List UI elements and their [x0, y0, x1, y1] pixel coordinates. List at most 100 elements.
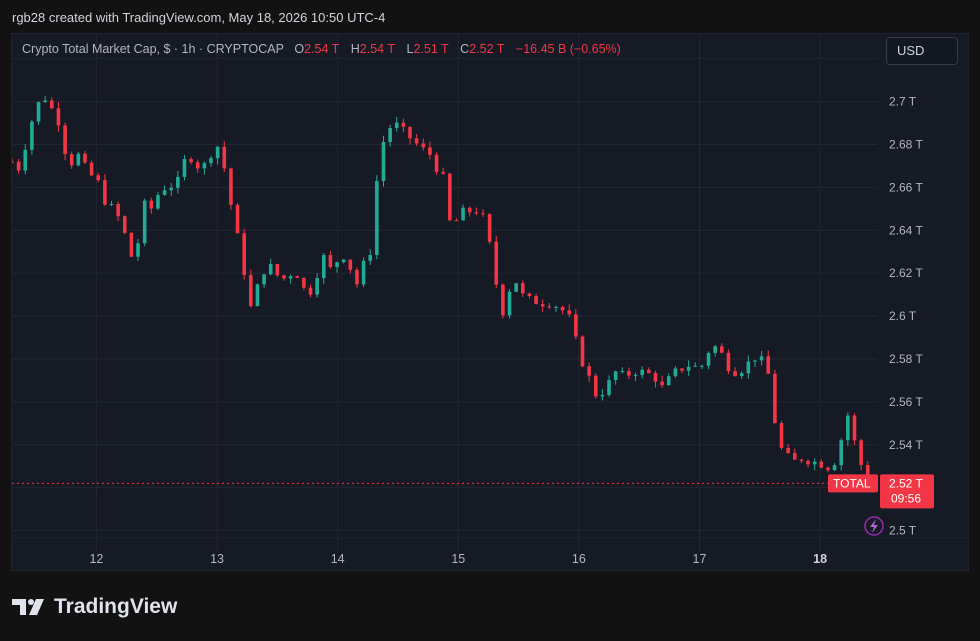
candle-body — [136, 243, 140, 257]
y-tick-label: 2.58 T — [889, 352, 923, 366]
candle-body — [593, 375, 598, 397]
candle-body — [826, 467, 830, 471]
candle-body — [182, 158, 187, 177]
candle-body — [202, 163, 207, 169]
chart-panel[interactable]: 2.5 T 2.52 T 2.54 T 2.56 T 2.58 T 2.6 T 2.62 T… — [11, 33, 969, 571]
candle-body — [640, 369, 645, 376]
candle-body — [792, 453, 797, 460]
x-tick-label: 13 — [210, 552, 224, 566]
candle-body — [103, 180, 107, 205]
candle-body — [315, 278, 319, 295]
candle-body — [162, 190, 167, 195]
candle-body — [852, 415, 857, 441]
candle-body — [355, 269, 359, 285]
candle-body — [806, 460, 810, 465]
candle-body — [341, 259, 346, 263]
candle-body — [242, 233, 246, 276]
y-tick-label: 2.56 T — [889, 395, 923, 409]
x-tick-label: 18 — [813, 552, 827, 566]
candle-body — [348, 259, 353, 270]
candle-body — [295, 276, 300, 278]
candle-body — [169, 187, 174, 191]
symbol-title: Crypto Total Market Cap, $ · 1h · CRYPTO… — [22, 42, 284, 56]
candle-body — [799, 459, 804, 461]
change-value: −16.45 B (−0.65%) — [515, 42, 621, 56]
candle-body — [388, 128, 392, 142]
candle-body — [494, 241, 499, 285]
chart-legend: Crypto Total Market Cap, $ · 1h · CRYPTO… — [22, 42, 621, 56]
candle-body — [633, 375, 638, 377]
candle-body — [613, 371, 618, 381]
candle-body — [12, 161, 14, 163]
current-price-tag — [880, 474, 934, 509]
candle-body — [268, 264, 273, 275]
candlestick-chart[interactable]: 2.5 T 2.52 T 2.54 T 2.56 T 2.58 T 2.6 T 2.62 T… — [12, 34, 969, 571]
candle-body — [288, 276, 293, 279]
lightning-icon[interactable] — [864, 516, 884, 536]
y-tick-label: 2.7 T — [889, 95, 917, 109]
candle-body — [215, 146, 220, 159]
grid-lines — [12, 34, 968, 552]
candle-body — [560, 306, 565, 311]
candle-body — [381, 141, 386, 181]
high-label: H — [350, 42, 360, 56]
candle-body — [660, 381, 664, 386]
candle-body — [30, 121, 34, 150]
current-price-label: 2.52 T — [889, 476, 923, 490]
candle-body — [527, 293, 532, 297]
candle-body — [859, 440, 863, 466]
y-tick-label: 2.6 T — [889, 309, 917, 323]
y-tick-label: 2.64 T — [889, 223, 923, 237]
brand-name: TradingView — [54, 595, 178, 618]
candle-body — [189, 158, 193, 163]
candle-body — [706, 352, 711, 366]
close-label: C — [460, 42, 470, 56]
candle-body — [819, 461, 824, 468]
candle-body — [421, 143, 426, 148]
currency-button[interactable]: USD — [886, 37, 958, 65]
tradingview-logo[interactable]: TradingView — [12, 595, 177, 619]
candle-body — [129, 232, 134, 257]
candle-body — [43, 100, 47, 103]
candle-body — [567, 310, 572, 315]
candle-body — [361, 260, 366, 285]
candle-body — [739, 373, 744, 377]
candle-body — [587, 366, 591, 376]
candle-body — [547, 306, 552, 308]
candle-body — [733, 371, 737, 377]
y-tick-label: 2.54 T — [889, 438, 923, 452]
candle-body — [454, 220, 459, 222]
candle-body — [302, 277, 306, 288]
candle-body — [275, 264, 280, 276]
candle-body — [753, 360, 757, 362]
candles — [12, 96, 870, 487]
candle-body — [746, 361, 751, 374]
candle-body — [600, 394, 605, 397]
candle-body — [109, 203, 114, 205]
candle-body — [36, 102, 41, 122]
candle-body — [222, 146, 227, 169]
candle-body — [779, 423, 784, 448]
candle-body — [501, 284, 505, 316]
candle-body — [401, 122, 406, 127]
price-tag: TOTAL 2.52 T 09:56 — [828, 474, 934, 509]
candle-body — [428, 147, 432, 155]
y-axis: 2.5 T 2.52 T 2.54 T 2.56 T 2.58 T 2.6 T 2.62 T… — [889, 52, 923, 538]
high-value: 2.54 T — [359, 42, 396, 56]
candle-body — [255, 284, 260, 307]
symbol-tag — [828, 474, 878, 493]
candle-body — [720, 346, 724, 353]
candle-body — [394, 122, 399, 129]
candle-body — [620, 371, 625, 373]
candle-body — [666, 376, 671, 386]
y-tick-label: 2.5 T — [889, 524, 917, 538]
candle-body — [540, 304, 545, 307]
candle-body — [89, 162, 94, 176]
candle-body — [759, 356, 764, 361]
x-tick-label: 16 — [572, 552, 586, 566]
candle-body — [846, 415, 850, 441]
candle-body — [321, 255, 326, 279]
candle-body — [448, 173, 452, 221]
candle-body — [673, 368, 678, 377]
y-tick-label: 2.62 T — [889, 266, 923, 280]
